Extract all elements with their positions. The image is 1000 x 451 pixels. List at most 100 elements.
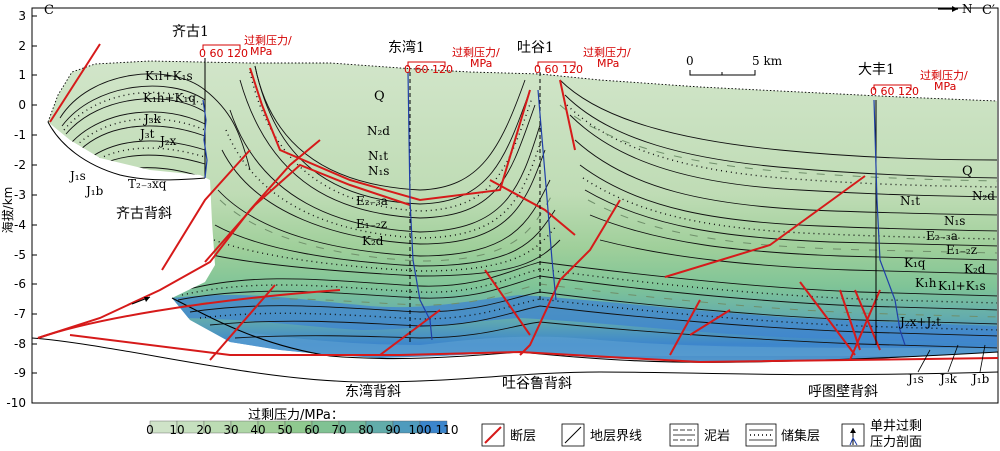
fault-slip-arrow-icon	[131, 296, 151, 305]
well-name: 大丰1	[858, 62, 895, 78]
fault-line	[204, 163, 411, 263]
stratum-label: J₁b	[970, 372, 990, 386]
y-tick-label: -6	[14, 277, 26, 291]
legend: 过剩压力/MPa： 0 10 20 30 40 50 60 70 80 90 1…	[146, 408, 922, 450]
legend-scale-value: 30	[223, 423, 238, 437]
strata-labels-right: Q N₂d N₁t N₁s E₂₋₃a E₁₋₂z K₁q K₂d K₁h K₁…	[898, 164, 995, 386]
strata-labels-center: Q N₂d N₁t N₁s E₂₋₃a E₁₋₂z K₂d	[356, 89, 390, 248]
stratum-label: J₃k	[938, 372, 958, 386]
north-arrow-icon: N	[938, 2, 973, 16]
y-tick-label: -4	[14, 218, 26, 232]
legend-scale-labels: 0 10 20 30 40 50 60 70 80 90 100 110	[146, 423, 458, 437]
stratum-label: J₃k	[142, 112, 162, 126]
stratum-label: J₃t	[138, 127, 155, 141]
legend-reservoir-label: 储集层	[781, 428, 820, 444]
stratum-label: Q	[962, 164, 973, 179]
y-tick-label: 1	[18, 68, 26, 82]
pressure-colorbar	[149, 420, 448, 434]
legend-scale-value: 70	[331, 423, 346, 437]
stratum-label: K₁h+K₁q	[143, 91, 196, 105]
pressure-scale: 0 60 120 过剩压力/ MPa	[870, 69, 968, 98]
y-tick-label: -10	[6, 396, 26, 410]
pressure-scale: 0 60 120 过剩压力/ MPa	[404, 46, 500, 76]
fault-line	[209, 284, 276, 361]
anticline-label: 东湾背斜	[345, 383, 401, 400]
legend-well-profile-label: 压力剖面	[870, 435, 922, 450]
pressure-unit: MPa	[934, 80, 956, 93]
pressure-ticks: 0 60 120	[404, 63, 453, 76]
well-name: 齐古1	[172, 24, 209, 40]
stratum-label: Q	[374, 89, 385, 104]
y-tick-1: 1	[18, 68, 37, 82]
stratum-label: N₂d	[972, 189, 995, 203]
y-tick-m2: -2	[14, 158, 37, 172]
fault-line	[69, 334, 999, 364]
pressure-unit: 过剩压力/	[452, 46, 500, 59]
pressure-unit: MPa	[597, 57, 619, 70]
stratum-label: N₁t	[900, 194, 920, 208]
fault-line	[519, 199, 621, 356]
y-tick-label: 2	[18, 39, 26, 53]
y-tick-m3: -3	[14, 188, 37, 202]
reservoir-layers	[63, 71, 997, 331]
y-tick-m8: -8	[14, 337, 37, 351]
stratum-label: J₁s	[906, 372, 924, 386]
y-tick-m7: -7	[14, 307, 37, 321]
y-tick-m9: -9	[14, 366, 37, 380]
legend-reservoir: 储集层	[745, 423, 820, 447]
strata-labels-left: K₁l+K₁s K₁h+K₁q J₃k J₃t J₂x J₁s J₁b T₂₋₃…	[68, 69, 196, 198]
stratum-label: E₁₋₂z	[356, 217, 387, 231]
well-dafeng1: 大丰1 0 60 120 过剩压力/ MPa	[858, 62, 968, 346]
boundary-legend-icon	[564, 426, 582, 444]
y-tick-label: 3	[18, 9, 26, 23]
fault-line	[559, 79, 576, 151]
section-body	[48, 61, 997, 362]
legend-scale-value: 60	[304, 423, 319, 437]
legend-mudstone: 泥岩	[669, 423, 730, 447]
legend-fault: 断层	[481, 423, 536, 447]
fault-line	[249, 67, 531, 202]
y-tick-label: -1	[14, 128, 26, 142]
stratum-label: K₁q	[904, 256, 926, 270]
legend-scale-value: 90	[385, 423, 400, 437]
scale-bar: 0 5 km	[686, 54, 783, 76]
y-tick-label: -3	[14, 188, 26, 202]
well-dongwan1: 东湾1 0 60 120 过剩压力/ MPa	[388, 39, 500, 345]
y-tick-2: 2	[18, 39, 37, 53]
fault-line	[839, 289, 861, 351]
stratum-label: J₂x+J₂t	[898, 315, 941, 329]
y-tick-m6: -6	[14, 277, 37, 291]
legend-well-profile: 单井过剩 压力剖面	[841, 419, 922, 450]
anticline-label: 齐古背斜	[116, 206, 172, 222]
pressure-ticks: 0 60 120	[199, 47, 248, 60]
scale-five: 5 km	[752, 54, 783, 68]
well-name: 东湾1	[388, 39, 425, 56]
axis-frame	[31, 7, 999, 404]
well-tugu1: 吐谷1 0 60 120 过剩压力/ MPa	[517, 40, 631, 301]
y-tick-label: -7	[14, 307, 26, 321]
legend-scale-value: 110	[436, 423, 459, 437]
stratum-label: K₁l+K₁s	[938, 279, 986, 293]
y-tick-label: -5	[14, 248, 26, 262]
fault-line	[849, 289, 881, 361]
y-tick-label: -9	[14, 366, 26, 380]
anticline-label: 吐谷鲁背斜	[502, 376, 572, 392]
stratum-label: K₁h	[915, 276, 937, 290]
north-label: N	[962, 2, 973, 16]
pressure-ticks: 0 60 120	[870, 85, 919, 98]
pressure-ticks: 0 60 120	[534, 63, 583, 76]
y-tick-label: -2	[14, 158, 26, 172]
pressure-unit: MPa	[470, 57, 492, 70]
legend-scale-value: 80	[358, 423, 373, 437]
legend-scale-value: 50	[277, 423, 292, 437]
fault-line	[664, 175, 866, 278]
y-tick-m5: -5	[14, 248, 37, 262]
stratum-label: K₁l+K₁s	[145, 69, 193, 83]
legend-scale-value: 20	[196, 423, 211, 437]
stratum-label: N₁s	[368, 164, 389, 178]
stratum-label: E₂₋₃a	[926, 229, 958, 243]
legend-scale-value: 40	[250, 423, 265, 437]
stratum-label: K₂d	[964, 262, 986, 276]
legend-title: 过剩压力/MPa：	[248, 408, 344, 423]
